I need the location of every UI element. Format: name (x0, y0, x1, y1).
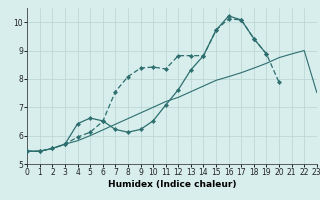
X-axis label: Humidex (Indice chaleur): Humidex (Indice chaleur) (108, 180, 236, 189)
